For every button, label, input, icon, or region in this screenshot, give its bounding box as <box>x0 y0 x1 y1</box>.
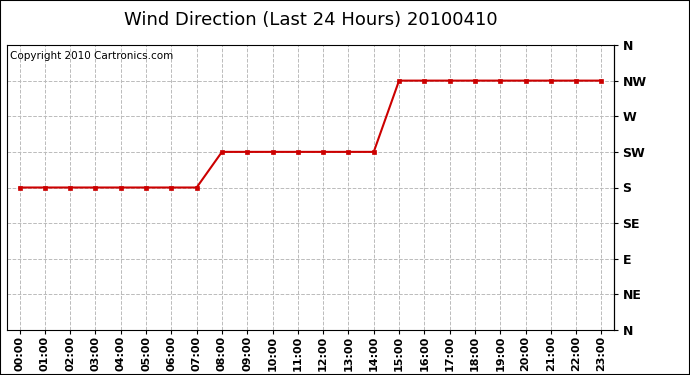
Text: Copyright 2010 Cartronics.com: Copyright 2010 Cartronics.com <box>10 51 173 61</box>
Text: Wind Direction (Last 24 Hours) 20100410: Wind Direction (Last 24 Hours) 20100410 <box>124 11 497 29</box>
